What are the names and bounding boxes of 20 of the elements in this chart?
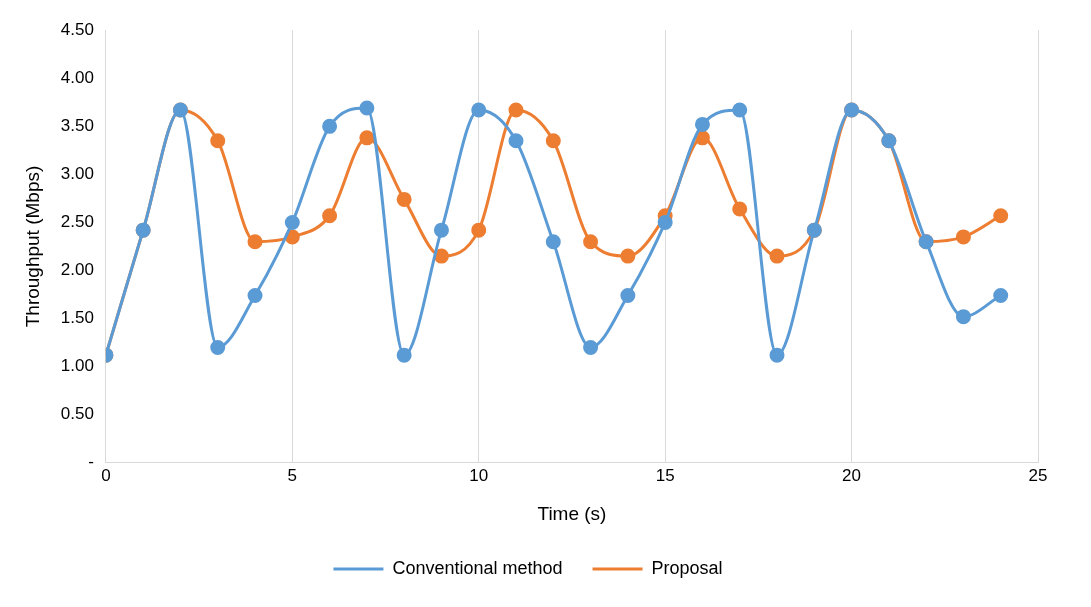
x-tick-label: 0: [101, 465, 111, 485]
y-tick-label: 4.00: [60, 67, 94, 87]
y-tick-label: 1.00: [60, 356, 94, 376]
x-tick-label: 20: [842, 465, 862, 485]
y-tick-label: 3.00: [60, 164, 94, 184]
y-tick-label: 3.50: [60, 116, 94, 136]
y-tick-label: -: [88, 452, 94, 472]
y-axis-title: Throughput (Mbps): [21, 165, 43, 328]
y-tick-label: 4.50: [60, 19, 94, 39]
y-tick-label: 2.50: [60, 212, 94, 232]
legend-label: Proposal: [651, 557, 723, 578]
y-tick-label: 1.50: [60, 308, 94, 328]
x-tick-label: 10: [469, 465, 489, 485]
x-tick-label: 5: [287, 465, 298, 485]
x-tick-label: 15: [655, 465, 675, 485]
y-tick-label: 2.00: [60, 260, 94, 280]
x-axis-title: Time (s): [537, 502, 607, 524]
y-tick-label: 0.50: [60, 404, 94, 424]
legend-label: Conventional method: [392, 557, 563, 578]
x-tick-label: 25: [1028, 465, 1048, 485]
